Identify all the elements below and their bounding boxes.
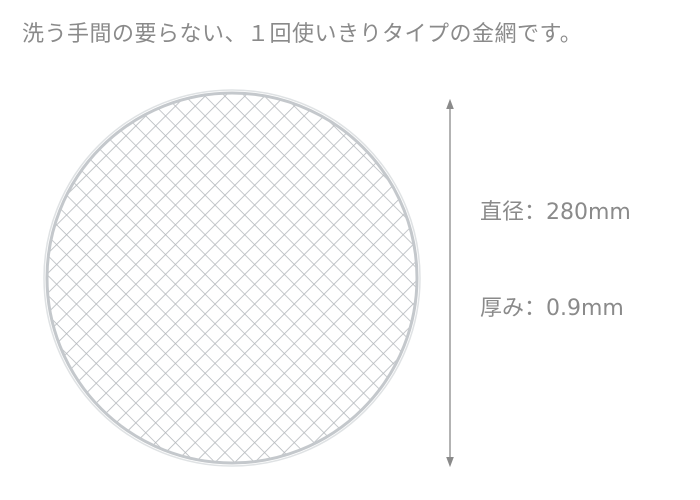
diameter-label: 直径：280mm bbox=[480, 200, 631, 225]
thickness-label: 厚み：0.9mm bbox=[480, 296, 624, 321]
grill-net bbox=[43, 89, 421, 467]
headline: 洗う手間の要らない、１回使いきりタイプの金網です。 bbox=[22, 22, 583, 47]
